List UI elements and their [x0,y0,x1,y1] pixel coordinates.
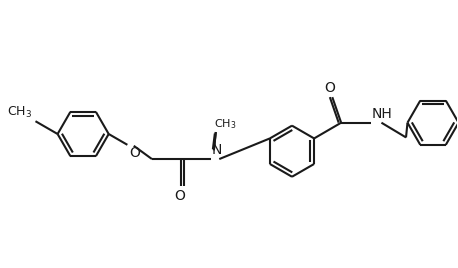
Text: CH$_3$: CH$_3$ [7,105,33,120]
Text: O: O [324,81,335,95]
Text: NH: NH [371,107,393,121]
Text: CH$_3$: CH$_3$ [214,117,237,131]
Text: O: O [174,189,185,203]
Text: O: O [129,146,140,160]
Text: N: N [212,143,222,157]
